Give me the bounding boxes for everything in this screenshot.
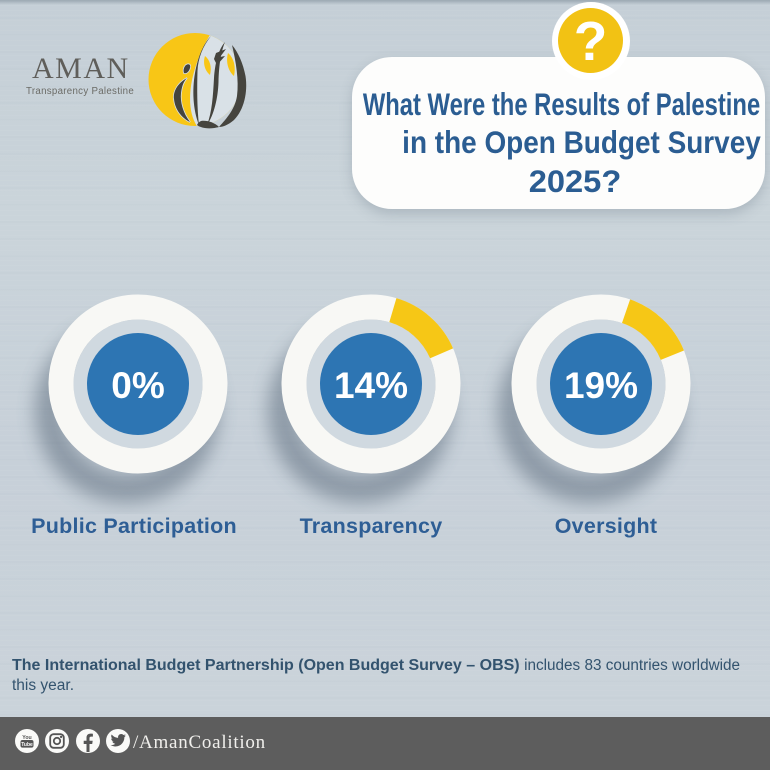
svg-text:Tube: Tube bbox=[21, 742, 33, 748]
svg-text:19%: 19% bbox=[564, 365, 638, 406]
svg-text:0%: 0% bbox=[111, 365, 164, 406]
svg-text:14%: 14% bbox=[334, 365, 408, 406]
svg-text:You: You bbox=[22, 735, 31, 741]
